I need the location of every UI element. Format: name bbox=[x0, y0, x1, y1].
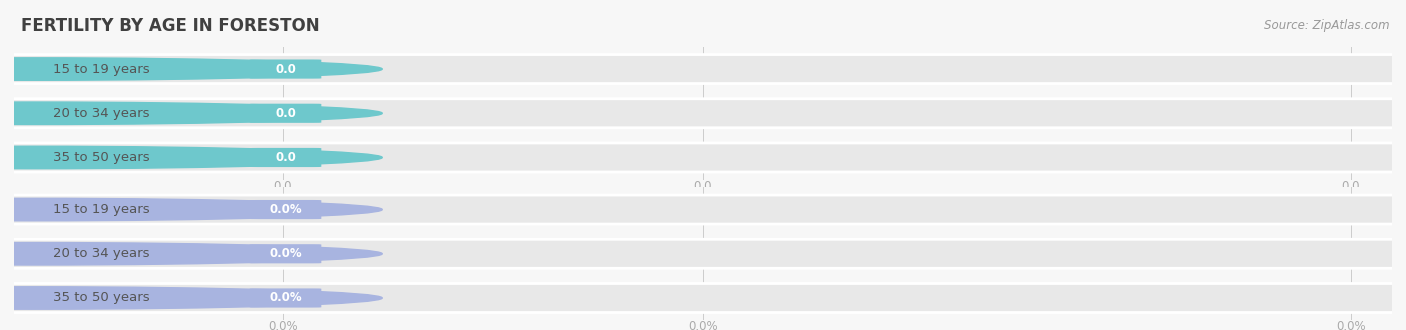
FancyBboxPatch shape bbox=[250, 59, 322, 79]
FancyBboxPatch shape bbox=[250, 148, 322, 167]
Text: 0.0: 0.0 bbox=[274, 180, 292, 193]
Text: 15 to 19 years: 15 to 19 years bbox=[52, 63, 149, 76]
Text: 0.0%: 0.0% bbox=[1336, 320, 1365, 330]
Text: 0.0%: 0.0% bbox=[269, 203, 302, 216]
FancyBboxPatch shape bbox=[0, 99, 1406, 128]
Text: 0.0%: 0.0% bbox=[688, 320, 718, 330]
Circle shape bbox=[0, 198, 382, 221]
Text: 0.0: 0.0 bbox=[1341, 180, 1360, 193]
Circle shape bbox=[0, 243, 382, 265]
Text: 20 to 34 years: 20 to 34 years bbox=[52, 107, 149, 120]
Circle shape bbox=[0, 102, 382, 124]
Text: 35 to 50 years: 35 to 50 years bbox=[52, 151, 149, 164]
FancyBboxPatch shape bbox=[0, 195, 1406, 224]
FancyBboxPatch shape bbox=[250, 288, 322, 308]
Text: 0.0%: 0.0% bbox=[269, 247, 302, 260]
Text: 0.0: 0.0 bbox=[276, 151, 295, 164]
FancyBboxPatch shape bbox=[0, 143, 1406, 172]
Text: 0.0: 0.0 bbox=[693, 180, 713, 193]
Text: 0.0%: 0.0% bbox=[269, 320, 298, 330]
FancyBboxPatch shape bbox=[250, 104, 322, 123]
Circle shape bbox=[0, 58, 382, 80]
Text: 0.0: 0.0 bbox=[276, 107, 295, 120]
Text: 20 to 34 years: 20 to 34 years bbox=[52, 247, 149, 260]
FancyBboxPatch shape bbox=[0, 239, 1406, 268]
Text: 15 to 19 years: 15 to 19 years bbox=[52, 203, 149, 216]
Circle shape bbox=[0, 287, 382, 309]
Text: Source: ZipAtlas.com: Source: ZipAtlas.com bbox=[1264, 19, 1389, 32]
Text: 0.0: 0.0 bbox=[276, 63, 295, 76]
FancyBboxPatch shape bbox=[250, 200, 322, 219]
FancyBboxPatch shape bbox=[0, 283, 1406, 313]
FancyBboxPatch shape bbox=[0, 54, 1406, 83]
Text: 0.0%: 0.0% bbox=[269, 291, 302, 305]
Circle shape bbox=[0, 146, 382, 169]
FancyBboxPatch shape bbox=[250, 244, 322, 263]
Text: 35 to 50 years: 35 to 50 years bbox=[52, 291, 149, 305]
Text: FERTILITY BY AGE IN FORESTON: FERTILITY BY AGE IN FORESTON bbox=[21, 17, 319, 35]
